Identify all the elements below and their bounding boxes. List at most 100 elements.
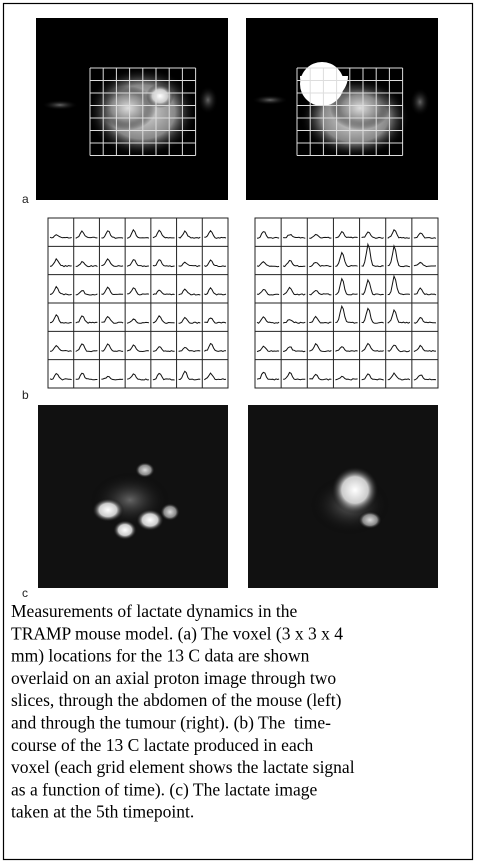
trace xyxy=(361,242,384,268)
trace xyxy=(75,290,98,296)
trace xyxy=(126,228,150,239)
proton-image-left xyxy=(36,18,228,200)
trace xyxy=(387,372,411,381)
caption-line: TRAMP mouse model. (a) The voxel (3 x 3 … xyxy=(11,623,343,643)
trace xyxy=(256,345,280,353)
trace xyxy=(101,258,124,267)
trace xyxy=(309,342,332,353)
trace xyxy=(204,372,227,381)
trace xyxy=(49,234,72,239)
trace xyxy=(152,372,175,381)
trace xyxy=(49,372,72,381)
trace xyxy=(387,308,411,324)
trace xyxy=(413,374,437,381)
trace xyxy=(75,343,98,353)
trace xyxy=(152,314,175,324)
trace xyxy=(152,259,175,268)
caption-line: taken at the 5th timepoint. xyxy=(11,802,194,822)
trace xyxy=(335,230,358,239)
trace xyxy=(282,319,306,324)
trace xyxy=(75,315,98,324)
trace xyxy=(309,261,332,268)
caption-line: Measurements of lactate dynamics in the xyxy=(11,601,297,621)
trace xyxy=(361,307,384,324)
trace xyxy=(204,317,227,324)
panel-label: a xyxy=(22,192,29,206)
trace xyxy=(126,318,149,324)
proton-image-right xyxy=(246,18,438,200)
caption-line: slices, through the abdomen of the mouse… xyxy=(11,690,342,710)
caption-line: mm) locations for the 13 C data are show… xyxy=(11,646,310,666)
lactate-image-left xyxy=(38,405,228,588)
trace xyxy=(282,286,306,296)
trace xyxy=(361,342,384,353)
trace xyxy=(256,231,280,239)
caption-line: and through the tumour (right). (b) The … xyxy=(11,713,331,733)
trace xyxy=(309,373,332,381)
trace xyxy=(335,251,358,268)
trace xyxy=(49,285,72,296)
trace xyxy=(178,316,201,324)
trace xyxy=(178,370,201,381)
caption: Measurements of lactate dynamics in theT… xyxy=(11,601,355,822)
trace xyxy=(361,278,384,296)
trace xyxy=(178,346,201,353)
trace xyxy=(309,233,332,239)
trace xyxy=(256,288,280,296)
caption-line: overlaid on an axial proton image throug… xyxy=(11,668,336,688)
trace xyxy=(204,342,227,352)
trace xyxy=(152,289,175,296)
panel-label: c xyxy=(22,586,28,600)
trace xyxy=(309,315,332,324)
trace xyxy=(256,371,280,381)
trace xyxy=(126,259,149,268)
trace xyxy=(335,277,358,296)
caption-line: course of the 13 C lactate produced in e… xyxy=(11,735,313,755)
trace xyxy=(413,232,437,239)
trace xyxy=(387,344,411,353)
trace xyxy=(101,230,124,239)
trace xyxy=(75,372,98,381)
trace xyxy=(387,244,410,268)
trace xyxy=(256,261,280,268)
trace xyxy=(101,315,124,324)
trace xyxy=(256,316,280,324)
trace xyxy=(335,346,358,352)
trace xyxy=(101,343,124,352)
trace xyxy=(204,229,227,239)
trace xyxy=(204,286,227,296)
trace xyxy=(361,373,384,381)
trace xyxy=(335,304,358,324)
trace xyxy=(361,231,384,239)
trace xyxy=(283,371,306,381)
caption-line: voxel (each grid element shows the lacta… xyxy=(11,757,355,777)
trace xyxy=(49,344,72,352)
trace xyxy=(126,344,149,353)
lactate-traces xyxy=(47,217,439,389)
trace xyxy=(282,346,306,353)
trace xyxy=(152,346,175,353)
trace xyxy=(127,287,149,296)
trace xyxy=(152,229,175,239)
trace xyxy=(75,260,98,268)
trace xyxy=(387,274,410,296)
trace xyxy=(126,373,149,381)
trace xyxy=(101,375,124,381)
lactate-image-right xyxy=(248,405,438,588)
trace xyxy=(49,257,72,268)
trace xyxy=(178,230,201,239)
trace xyxy=(75,230,98,239)
caption-line: as a function of time). (c) The lactate … xyxy=(11,779,318,799)
trace xyxy=(387,229,410,239)
panel-label: b xyxy=(22,388,29,402)
trace xyxy=(413,261,437,268)
trace xyxy=(335,375,358,381)
trace xyxy=(178,288,201,296)
trace xyxy=(49,313,72,324)
voxel-grids xyxy=(89,67,404,156)
trace xyxy=(178,261,201,268)
trace xyxy=(309,289,332,296)
trace xyxy=(282,259,306,268)
trace xyxy=(101,286,124,296)
